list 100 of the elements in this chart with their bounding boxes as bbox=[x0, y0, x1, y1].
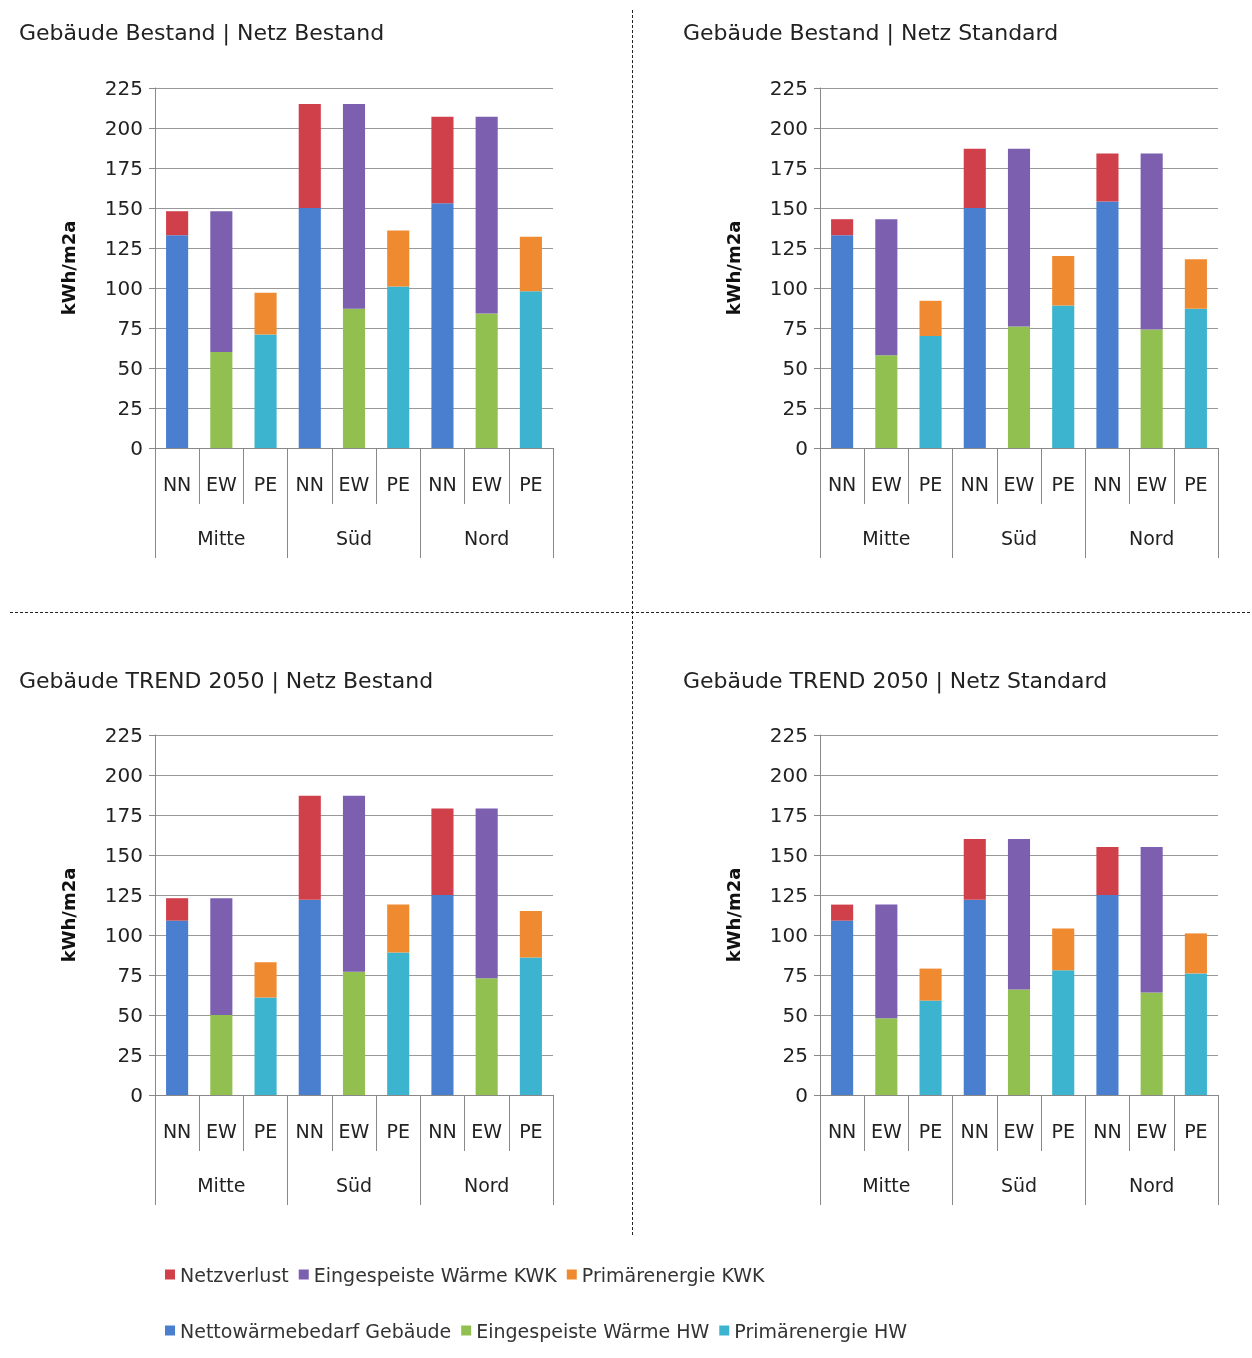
y-tick-label: 200 bbox=[769, 116, 808, 140]
x-tick-label: PE bbox=[1184, 1119, 1208, 1142]
x-tick-label: PE bbox=[253, 1119, 278, 1142]
legend-label: Primärenergie HW bbox=[734, 1319, 908, 1342]
y-tick-label: 100 bbox=[769, 923, 808, 947]
bar bbox=[1184, 973, 1207, 1095]
bar bbox=[1184, 259, 1207, 309]
bar bbox=[919, 300, 942, 336]
x-tick-label: EW bbox=[471, 1119, 503, 1142]
y-tick-label: 0 bbox=[795, 436, 808, 460]
text: Mitte bbox=[197, 526, 246, 549]
bar bbox=[1052, 305, 1075, 448]
legend-label: Primärenergie KWK bbox=[581, 1263, 766, 1286]
text: Mitte bbox=[197, 1173, 246, 1196]
bar bbox=[166, 211, 189, 236]
bar bbox=[166, 235, 189, 448]
text: Süd bbox=[1000, 526, 1038, 549]
y-tick-label: 25 bbox=[782, 1043, 808, 1067]
x-tick-label: PE bbox=[1184, 472, 1208, 495]
bar bbox=[1052, 928, 1075, 971]
bar bbox=[1052, 970, 1075, 1095]
bar bbox=[475, 116, 498, 314]
bar bbox=[963, 899, 986, 1095]
y-tick-label: 225 bbox=[769, 723, 808, 747]
y-axis-title: kWh/m2a bbox=[722, 220, 744, 316]
x-tick-label: NN bbox=[162, 472, 192, 495]
bar bbox=[431, 895, 454, 1095]
bar bbox=[210, 352, 233, 448]
bar bbox=[919, 968, 942, 1001]
bar bbox=[254, 292, 277, 335]
x-tick-label: PE bbox=[519, 1119, 543, 1142]
y-tick-label: 75 bbox=[117, 316, 143, 340]
bar bbox=[1096, 895, 1119, 1095]
x-tick-label: NN bbox=[1093, 1119, 1122, 1142]
bar bbox=[254, 334, 277, 448]
bar bbox=[519, 911, 542, 958]
bar bbox=[387, 286, 410, 448]
text: Nord bbox=[463, 526, 510, 549]
bar bbox=[254, 962, 277, 998]
x-tick-label: NN bbox=[1093, 472, 1122, 495]
bar bbox=[875, 219, 898, 356]
bar bbox=[254, 997, 277, 1095]
x-tick-label: PE bbox=[1051, 472, 1075, 495]
y-tick-label: 225 bbox=[104, 723, 143, 747]
bar bbox=[963, 208, 986, 448]
x-tick-label: PE bbox=[918, 1119, 943, 1142]
x-tick-label: NN bbox=[960, 1119, 989, 1142]
bar bbox=[519, 236, 542, 292]
x-tick-label: NN bbox=[162, 1119, 192, 1142]
y-tick-label: 25 bbox=[117, 1043, 143, 1067]
bar bbox=[342, 795, 366, 972]
y-tick-label: 100 bbox=[104, 923, 143, 947]
bar bbox=[387, 904, 410, 953]
bar bbox=[519, 957, 542, 1095]
bar bbox=[1052, 256, 1075, 306]
bar bbox=[210, 1015, 233, 1095]
bar bbox=[166, 920, 189, 1095]
legend-label: Nettowärmebedarf Gebäude bbox=[180, 1319, 452, 1342]
bar bbox=[1007, 989, 1031, 1095]
y-tick-label: 100 bbox=[104, 276, 143, 300]
bar bbox=[919, 336, 942, 448]
y-tick-label: 200 bbox=[104, 116, 143, 140]
bar bbox=[1096, 153, 1119, 202]
bar bbox=[831, 904, 854, 921]
y-tick-label: 125 bbox=[769, 883, 808, 907]
bar bbox=[475, 808, 498, 979]
x-tick-label: EW bbox=[338, 1119, 370, 1142]
bar bbox=[831, 920, 854, 1095]
x-tick-label: EW bbox=[338, 472, 370, 495]
legend-label: Eingespeiste Wärme HW bbox=[476, 1319, 710, 1342]
bar bbox=[298, 104, 321, 208]
y-tick-label: 225 bbox=[104, 76, 143, 100]
y-tick-label: 100 bbox=[769, 276, 808, 300]
x-tick-label: EW bbox=[205, 472, 237, 495]
x-tick-label: EW bbox=[1136, 472, 1168, 495]
x-tick-label: PE bbox=[918, 472, 943, 495]
y-tick-label: 50 bbox=[117, 356, 143, 380]
y-tick-label: 150 bbox=[769, 843, 808, 867]
x-tick-label: PE bbox=[253, 472, 278, 495]
x-tick-label: PE bbox=[386, 472, 410, 495]
y-tick-label: 150 bbox=[104, 196, 143, 220]
y-tick-label: 150 bbox=[104, 843, 143, 867]
x-tick-label: EW bbox=[1136, 1119, 1168, 1142]
text: Süd bbox=[335, 1173, 373, 1196]
bar bbox=[431, 116, 454, 204]
y-tick-label: 125 bbox=[104, 883, 143, 907]
bar bbox=[831, 235, 854, 448]
y-tick-label: 0 bbox=[130, 1083, 143, 1107]
text: Nord bbox=[1128, 526, 1175, 549]
bar bbox=[1140, 329, 1163, 448]
bar bbox=[166, 898, 189, 921]
y-axis-title: kWh/m2a bbox=[57, 220, 79, 316]
y-tick-label: 25 bbox=[782, 396, 808, 420]
y-tick-label: 125 bbox=[769, 236, 808, 260]
bar bbox=[210, 211, 233, 352]
bar bbox=[387, 230, 410, 287]
x-tick-label: EW bbox=[205, 1119, 237, 1142]
y-tick-label: 175 bbox=[769, 803, 808, 827]
y-tick-label: 175 bbox=[104, 803, 143, 827]
chart-title: Gebäude TREND 2050 | Netz Standard bbox=[683, 667, 1108, 694]
